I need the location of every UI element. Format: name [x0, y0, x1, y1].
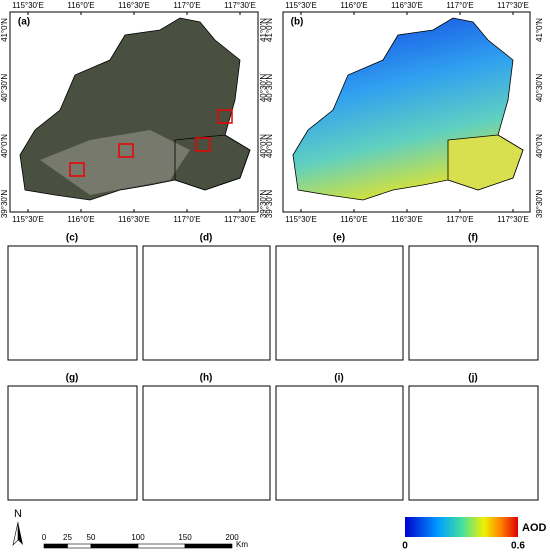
longitude-label: 116°30'E: [391, 1, 423, 10]
longitude-label: 116°0'E: [67, 1, 94, 10]
study-box: [217, 109, 233, 124]
scale-label: 50: [87, 533, 96, 542]
latitude-label: 40°0'N: [535, 134, 544, 158]
longitude-label: 115°30'E: [285, 215, 317, 224]
scale-label: 100: [131, 533, 145, 542]
latitude-label: 40°30'N: [535, 74, 544, 103]
thumbnail-rgb: [408, 245, 539, 361]
colorbar-title: AOD: [522, 522, 547, 534]
scale-label: 25: [63, 533, 72, 542]
panel-label: (d): [200, 233, 213, 244]
longitude-label: 117°30'E: [497, 215, 529, 224]
scale-label: 200: [225, 533, 239, 542]
latitude-label: 40°30'N: [259, 74, 268, 103]
scale-segment: [90, 543, 139, 549]
scale-segment: [184, 543, 233, 549]
latitude-label: 40°30'N: [265, 74, 274, 103]
district-boundary: [174, 134, 251, 191]
colorbar-max: 0.6: [511, 541, 525, 552]
north-label: N: [14, 508, 22, 520]
district-boundary: [447, 134, 524, 191]
longitude-label: 116°30'E: [118, 1, 150, 10]
latitude-label: 41°0'N: [259, 18, 268, 42]
panel-label: (a): [18, 17, 30, 28]
latitude-label: 40°30'N: [0, 74, 9, 103]
panel-label: (j): [468, 373, 477, 384]
longitude-label: 117°30'E: [224, 1, 256, 10]
longitude-label: 117°0'E: [446, 1, 473, 10]
scale-label: 0: [42, 533, 47, 542]
thumbnail-rgb: [142, 245, 271, 361]
longitude-label: 115°30'E: [12, 1, 44, 10]
longitude-label: 117°0'E: [173, 1, 200, 10]
north-arrow: [18, 522, 23, 545]
panel-label: (f): [468, 233, 478, 244]
latitude-label: 39°30'N: [535, 190, 544, 219]
north-arrow: [12, 521, 19, 546]
colorbar: [405, 517, 518, 537]
scale-segment: [67, 543, 92, 549]
thumbnail-aod: [142, 385, 271, 501]
study-box: [195, 137, 211, 152]
scale-unit: Km: [236, 540, 248, 549]
study-box: [69, 162, 85, 177]
longitude-label: 115°30'E: [285, 1, 317, 10]
latitude-label: 40°0'N: [0, 134, 9, 158]
longitude-label: 117°30'E: [497, 1, 529, 10]
panel-label: (i): [334, 373, 343, 384]
thumbnail-rgb: [7, 245, 138, 361]
colorbar-min: 0: [402, 541, 408, 552]
longitude-label: 117°0'E: [446, 215, 473, 224]
latitude-label: 40°0'N: [259, 134, 268, 158]
longitude-label: 116°0'E: [340, 1, 367, 10]
thumbnail-rgb: [275, 245, 404, 361]
panel-label: (b): [291, 17, 304, 28]
panel-label: (g): [66, 373, 79, 384]
scale-segment: [43, 543, 68, 549]
latitude-label: 41°0'N: [535, 18, 544, 42]
longitude-label: 115°30'E: [12, 215, 44, 224]
panel-label: (e): [333, 233, 345, 244]
latitude-label: 39°30'N: [0, 190, 9, 219]
longitude-label: 116°0'E: [340, 215, 367, 224]
longitude-label: 117°30'E: [224, 215, 256, 224]
scale-segment: [137, 543, 186, 549]
scale-label: 150: [178, 533, 192, 542]
latitude-label: 39°30'N: [259, 190, 268, 219]
panel-label: (h): [200, 373, 213, 384]
thumbnail-aod: [275, 385, 404, 501]
longitude-label: 116°30'E: [118, 215, 150, 224]
thumbnail-aod: [7, 385, 138, 501]
study-box: [118, 143, 134, 158]
latitude-label: 41°0'N: [0, 18, 9, 42]
thumbnail-aod: [408, 385, 539, 501]
latitude-label: 39°30'N: [265, 190, 274, 219]
panel-label: (c): [66, 233, 78, 244]
latitude-label: 41°0'N: [265, 18, 274, 42]
longitude-label: 117°0'E: [173, 215, 200, 224]
longitude-label: 116°0'E: [67, 215, 94, 224]
urban-area: [40, 130, 190, 195]
longitude-label: 116°30'E: [391, 215, 423, 224]
latitude-label: 40°0'N: [265, 134, 274, 158]
